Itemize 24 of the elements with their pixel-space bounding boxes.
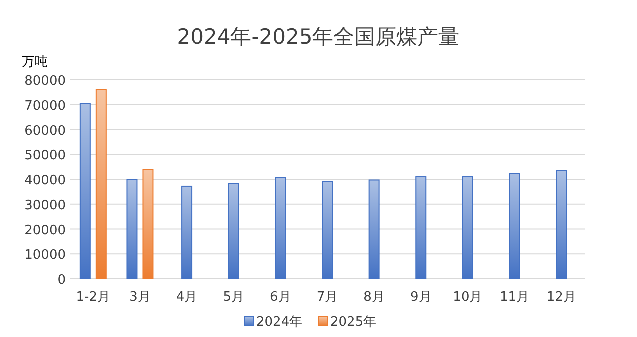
y-axis-title: 万吨 [22,55,48,70]
x-tick-label: 5月 [223,290,245,305]
y-tick-label: 70000 [24,98,66,114]
legend-label: 2024年 [256,315,303,330]
y-tick-label: 30000 [24,198,66,214]
y-tick-label: 50000 [24,148,66,164]
x-tick-label: 7月 [316,290,338,305]
x-tick-label: 10月 [453,290,483,305]
x-tick-label: 12月 [546,290,576,305]
x-tick-label: 4月 [176,290,198,305]
x-tick-label: 9月 [410,290,432,305]
x-tick-label: 6月 [270,290,292,305]
x-tick-label: 3月 [130,290,151,305]
y-tick-label: 60000 [24,124,66,139]
y-tick-label: 10000 [24,248,66,264]
y-tick-label: 40000 [24,174,66,188]
x-tick-label: 1-2月 [76,290,111,305]
y-tick-label: 0 [58,273,66,288]
x-tick-label: 8月 [364,290,385,305]
y-tick-label: 20000 [24,223,66,238]
chart-title: 2024年-2025年全国原煤产量 [177,25,460,49]
x-tick-label: 11月 [500,290,530,305]
legend-label: 2025年 [330,315,377,330]
y-tick-label: 80000 [24,74,66,89]
